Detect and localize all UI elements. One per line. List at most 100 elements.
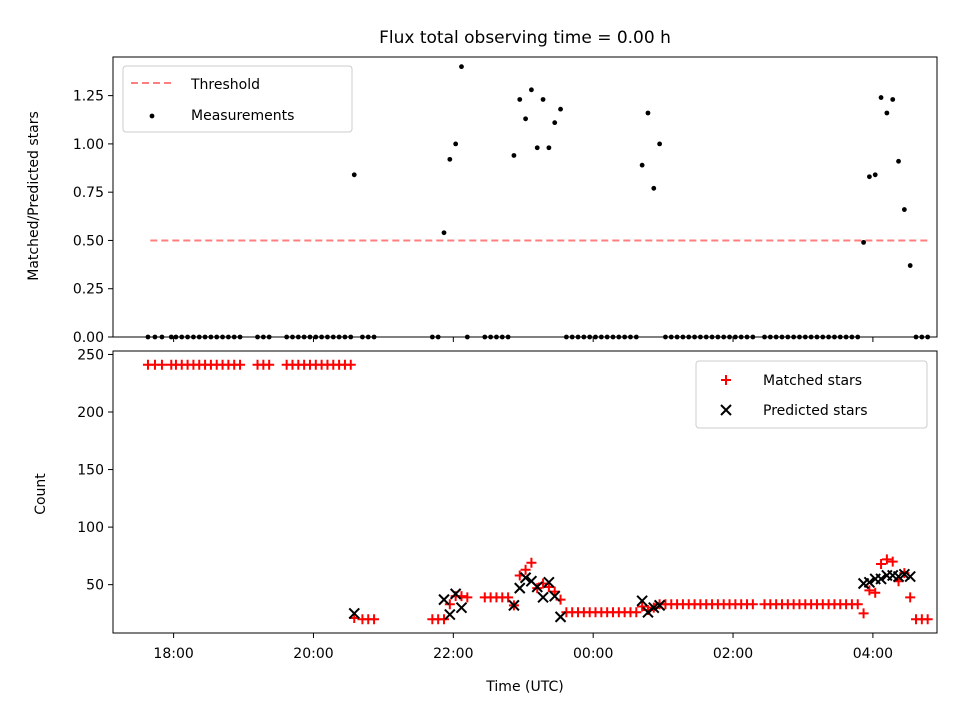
measurement-point	[371, 334, 377, 340]
predicted-stars-point	[875, 573, 887, 585]
matched-stars-point	[881, 554, 892, 565]
measurement-point	[867, 174, 872, 180]
predicted-stars-point	[438, 593, 450, 606]
legend-threshold-label: Threshold	[190, 77, 260, 93]
measurement-point	[709, 334, 715, 340]
measurement-point	[365, 334, 371, 340]
x-tick-label: 04:00	[853, 646, 893, 662]
predicted-stars-point	[531, 581, 543, 593]
measurement-point	[488, 334, 494, 340]
top-y-tick-label: 0.50	[73, 233, 104, 249]
measurement-point	[750, 334, 756, 340]
bottom-y-tick-label: 200	[77, 405, 104, 421]
measurement-point	[348, 334, 354, 340]
measurement-point	[919, 334, 925, 340]
measurement-point	[546, 145, 552, 151]
matched-stars-point	[864, 585, 875, 596]
bottom-legend	[695, 360, 928, 429]
measurement-point	[732, 334, 738, 340]
predicted-stars-point	[554, 611, 567, 623]
measurement-point	[569, 334, 575, 340]
predicted-stars-point	[519, 572, 532, 584]
measurement-point	[896, 158, 901, 164]
measurement-point	[686, 334, 692, 340]
top-legend	[122, 65, 353, 133]
legend-measurements-swatch	[149, 113, 155, 119]
measurement-point	[639, 162, 645, 168]
matched-stars-point	[631, 607, 642, 618]
measurement-point	[319, 334, 325, 340]
top-plot-frame	[112, 56, 938, 338]
measurement-point	[330, 334, 336, 340]
legend-predicted-label: Predicted stars	[763, 403, 868, 419]
measurement-point	[202, 334, 208, 340]
x-tick-label: 18:00	[153, 646, 193, 662]
measurement-point	[453, 141, 459, 147]
matched-stars-point	[369, 614, 380, 625]
bottom-y-tick-label: 100	[77, 520, 104, 536]
top-y-tick-label: 1.00	[73, 137, 104, 153]
x-tick-label: 00:00	[573, 646, 613, 662]
predicted-stars-point	[444, 608, 456, 621]
measurement-point	[231, 334, 237, 340]
measurement-point	[152, 334, 158, 340]
x-axis-label: Time (UTC)	[485, 679, 563, 695]
measurement-point	[441, 230, 447, 236]
measurement-point	[301, 334, 307, 340]
measurement-point	[581, 334, 587, 340]
measurement-point	[220, 334, 225, 340]
matched-stars-point	[462, 592, 473, 603]
matched-stars-point	[870, 587, 881, 598]
measurement-point	[843, 334, 849, 340]
measurement-point	[260, 334, 266, 340]
measurement-point	[604, 334, 610, 340]
measurement-point	[826, 334, 832, 340]
matched-stars-point	[438, 614, 449, 625]
measurement-point	[534, 145, 540, 151]
matched-stars-point	[156, 359, 167, 370]
measurement-point	[738, 334, 744, 340]
measurement-point	[721, 334, 727, 340]
measurement-point	[785, 334, 791, 340]
predicted-stars-point	[636, 595, 648, 607]
measurement-point	[307, 334, 313, 340]
measurement-point	[351, 172, 357, 178]
measurement-point	[762, 334, 767, 340]
matched-stars-point	[887, 556, 898, 567]
measurement-point	[837, 334, 843, 340]
measurement-point	[797, 334, 802, 340]
matched-stars-point	[876, 558, 887, 569]
measurement-point	[849, 334, 855, 340]
measurement-point	[808, 334, 814, 340]
measurement-point	[284, 334, 290, 340]
measurement-point	[191, 334, 196, 340]
predicted-stars-point	[537, 591, 549, 604]
measurement-point	[255, 334, 260, 340]
bottom-chart: 50 100 150 200 250 18:00 20:00 22:00 00:00 02:00 0…	[77, 347, 938, 662]
legend-matched-label: Matched stars	[763, 373, 862, 389]
measurement-point	[901, 207, 907, 212]
x-tick-label: 22:00	[433, 646, 473, 662]
measurement-point	[494, 334, 499, 340]
measurement-point	[616, 334, 622, 340]
measurement-point	[237, 334, 243, 340]
measurement-point	[610, 334, 616, 340]
bottom-plot-frame	[112, 350, 938, 634]
top-y-tick-label: 0.75	[73, 185, 104, 201]
x-tick-label: 20:00	[293, 646, 333, 662]
measurement-point	[628, 334, 633, 340]
matched-stars-point	[905, 592, 916, 603]
measurement-point	[791, 334, 797, 340]
matched-stars-point	[637, 601, 648, 612]
measurement-point	[727, 334, 732, 340]
measurement-point	[563, 334, 569, 340]
measurement-point	[622, 334, 628, 340]
predicted-stars-point	[863, 576, 876, 589]
predicted-stars-point	[348, 607, 360, 620]
top-y-tick-label: 1.25	[73, 89, 104, 105]
top-y-tick-label: 0.00	[73, 330, 104, 346]
measurement-point	[674, 334, 680, 340]
bottom-y-tick-label: 150	[77, 463, 104, 479]
